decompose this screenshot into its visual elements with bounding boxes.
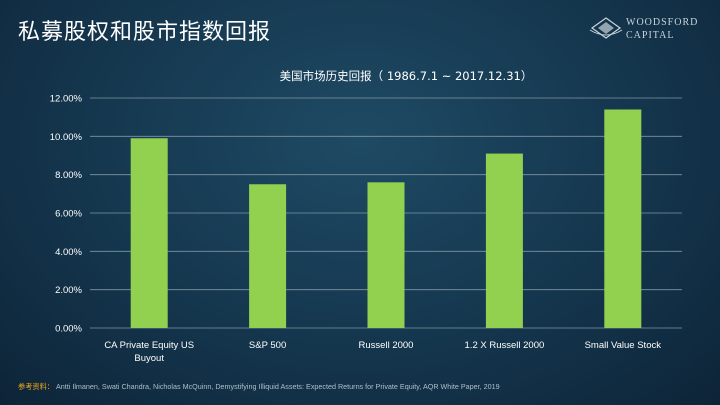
x-category-label: Small Value Stock bbox=[585, 340, 662, 351]
source-label: 参考资料： bbox=[18, 382, 54, 391]
source-text: Antti Ilmanen, Swati Chandra, Nicholas M… bbox=[55, 382, 500, 391]
bar bbox=[130, 138, 168, 328]
x-category-label: S&P 500 bbox=[249, 340, 286, 351]
y-tick-label: 10.00% bbox=[50, 132, 83, 143]
y-tick-label: 0.00% bbox=[55, 324, 82, 335]
bar bbox=[485, 153, 523, 328]
y-tick-label: 12.00% bbox=[50, 94, 83, 105]
woodsford-logo: WOODSFORD CAPITAL bbox=[588, 14, 706, 44]
chart-title: 美国市场历史回报（ 1986.7.1 ~ 2017.12.31） bbox=[280, 69, 533, 83]
x-category-label: Buyout bbox=[134, 353, 164, 364]
bar bbox=[249, 184, 287, 328]
y-tick-label: 8.00% bbox=[55, 170, 82, 181]
y-tick-label: 2.00% bbox=[55, 285, 82, 296]
logo-wordmark: WOODSFORD CAPITAL bbox=[626, 16, 698, 42]
x-category-label: CA Private Equity US bbox=[104, 340, 194, 351]
y-tick-label: 6.00% bbox=[55, 209, 82, 220]
y-tick-label: 4.00% bbox=[55, 247, 82, 258]
slide-title: 私募股权和股市指数回报 bbox=[18, 20, 272, 45]
shield-logo-icon bbox=[589, 17, 623, 39]
x-category-label: 1.2 X Russell 2000 bbox=[465, 340, 545, 351]
logo-line-1: WOODSFORD bbox=[626, 17, 699, 28]
bar bbox=[604, 109, 642, 328]
logo-line-2: CAPITAL bbox=[626, 30, 675, 41]
x-category-label: Russell 2000 bbox=[359, 340, 414, 351]
bar bbox=[367, 182, 405, 328]
source-footnote: 参考资料： Antti Ilmanen, Swati Chandra, Nich… bbox=[18, 382, 708, 392]
